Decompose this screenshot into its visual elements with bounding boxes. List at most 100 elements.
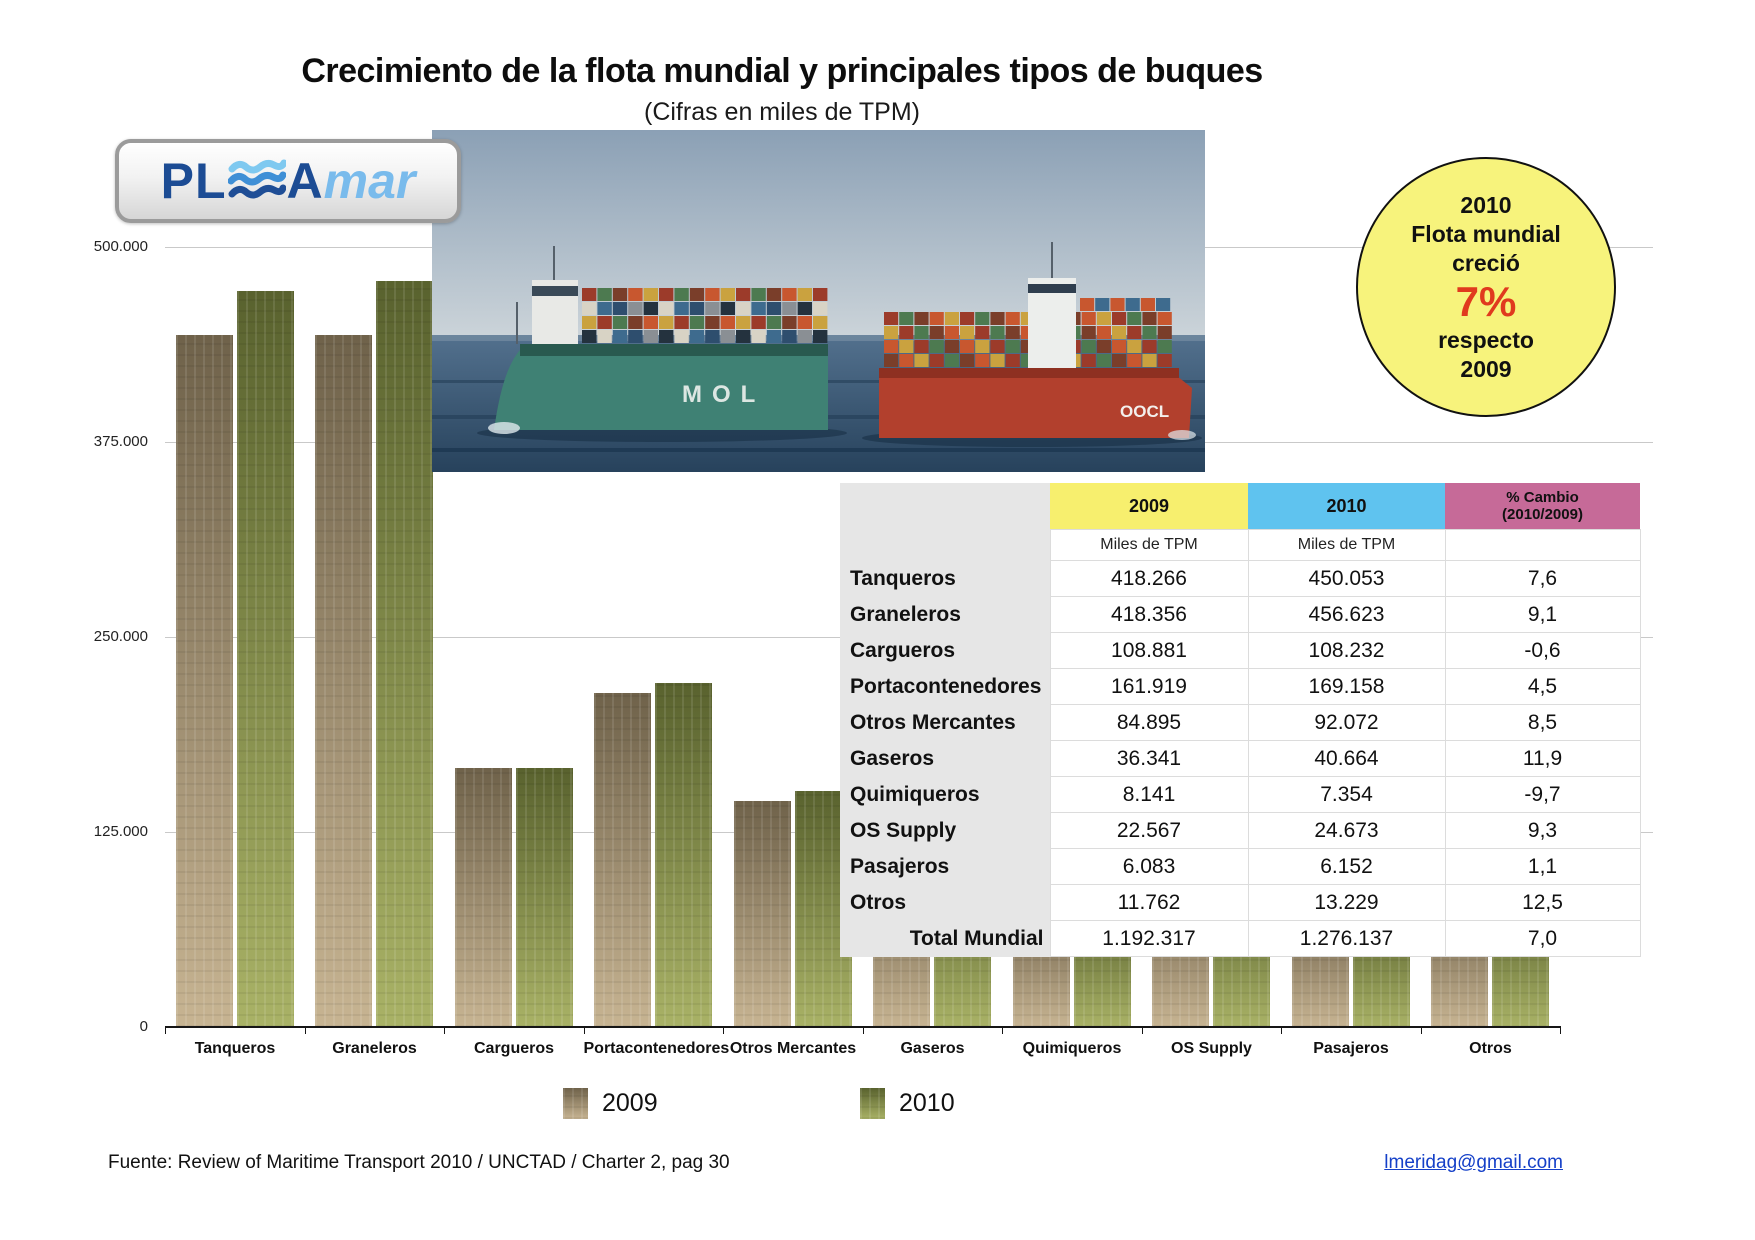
value-pct: 7,6 bbox=[1444, 560, 1641, 597]
x-axis-tick bbox=[862, 1028, 864, 1034]
y-axis-tick-label: 500.000 bbox=[93, 238, 148, 255]
fleet-table: 2009 2010% Cambio (2010/2009) Miles de TPM M… bbox=[840, 483, 1641, 957]
value-2010: 6.152 bbox=[1247, 848, 1446, 885]
container-ship-right: OOCL bbox=[862, 242, 1202, 447]
table-subheader-row: Miles de TPM Miles de TPM bbox=[840, 529, 1641, 561]
x-axis-tick bbox=[1281, 1028, 1282, 1034]
value-pct: 9,3 bbox=[1444, 812, 1641, 849]
legend-label: 2009 bbox=[602, 1089, 658, 1117]
value-2010: 108.232 bbox=[1247, 632, 1446, 669]
table-row: Cargueros 108.881 108.232 -0,6 bbox=[840, 632, 1641, 669]
value-pct: 11,9 bbox=[1444, 740, 1641, 777]
value-pct: -0,6 bbox=[1444, 632, 1641, 669]
ships-photo: MOL OOCL bbox=[432, 130, 1205, 472]
value-2010: 92.072 bbox=[1247, 704, 1446, 741]
x-axis-tick bbox=[304, 1028, 306, 1034]
x-label-graneleros: Graneleros bbox=[332, 1040, 417, 1057]
x-axis-tick bbox=[444, 1028, 445, 1034]
badge-text-1: Flota mundial bbox=[1411, 220, 1561, 247]
page-subtitle: (Cifras en miles de TPM) bbox=[644, 98, 920, 126]
bar-2009-portacontenedores bbox=[594, 693, 652, 1027]
value-pct: 9,1 bbox=[1444, 596, 1641, 633]
badge-year-top: 2010 bbox=[1460, 191, 1512, 218]
x-axis-tick bbox=[723, 1028, 724, 1034]
logo-text-pl: PL bbox=[160, 153, 227, 209]
bar-2010-portacontenedores bbox=[655, 683, 713, 1027]
y-axis-tick-label: 375.000 bbox=[93, 433, 148, 450]
value-2010: 7.354 bbox=[1247, 776, 1446, 813]
value-pct: 1,1 bbox=[1444, 848, 1641, 885]
bar-2009-otros-mercantes bbox=[733, 801, 791, 1027]
value-2010: 13.229 bbox=[1247, 884, 1446, 921]
x-axis-tick bbox=[583, 1028, 585, 1034]
bar-2010-graneleros bbox=[376, 281, 434, 1027]
table-header-pct: % Cambio (2010/2009) bbox=[1445, 483, 1640, 530]
x-label-otros-mercantes: Otros Mercantes bbox=[729, 1040, 857, 1057]
bar-2010-tanqueros bbox=[236, 291, 294, 1027]
value-2009: 418.266 bbox=[1049, 560, 1249, 597]
table-row: Tanqueros 418.266 450.053 7,6 bbox=[840, 560, 1641, 597]
x-axis-tick bbox=[1002, 1028, 1003, 1034]
table-row: Pasajeros 6.083 6.152 1,1 bbox=[840, 848, 1641, 885]
table-header-2010: 2010 bbox=[1248, 483, 1445, 530]
x-label-otros: Otros bbox=[1469, 1040, 1512, 1057]
x-axis-tick bbox=[165, 1028, 166, 1034]
table-total-row: Total Mundial 1.192.317 1.276.137 7,0 bbox=[840, 920, 1641, 957]
x-label-quimiqueros: Quimiqueros bbox=[1022, 1040, 1122, 1057]
total-pct: 7,0 bbox=[1444, 920, 1641, 957]
value-pct: -9,7 bbox=[1444, 776, 1641, 813]
legend-label: 2010 bbox=[899, 1089, 955, 1117]
x-axis-tick bbox=[1141, 1028, 1143, 1034]
table-header-row: 2009 2010% Cambio (2010/2009) bbox=[840, 483, 1640, 530]
subheader-units-2009: Miles de TPM bbox=[1049, 529, 1249, 561]
svg-text:OOCL: OOCL bbox=[1120, 402, 1169, 421]
table-row: Graneleros 418.356 456.623 9,1 bbox=[840, 596, 1641, 633]
x-label-cargueros: Cargueros bbox=[473, 1040, 555, 1057]
x-label-gaseros: Gaseros bbox=[900, 1040, 965, 1057]
svg-text:MOL: MOL bbox=[682, 381, 765, 408]
table-row: Portacontenedores 161.919 169.158 4,5 bbox=[840, 668, 1641, 705]
value-2009: 36.341 bbox=[1049, 740, 1249, 777]
row-label: Quimiqueros bbox=[840, 776, 1050, 813]
value-2009: 418.356 bbox=[1049, 596, 1249, 633]
value-pct: 4,5 bbox=[1444, 668, 1641, 705]
growth-badge: 2010 Flota mundial creció 7% respecto 20… bbox=[1356, 157, 1616, 417]
value-2009: 8.141 bbox=[1049, 776, 1249, 813]
x-axis-tick bbox=[1560, 1028, 1561, 1034]
total-2010: 1.276.137 bbox=[1247, 920, 1446, 957]
table-row: Gaseros 36.341 40.664 11,9 bbox=[840, 740, 1641, 777]
source-text: Fuente: Review of Maritime Transport 201… bbox=[108, 1152, 730, 1173]
row-label: Tanqueros bbox=[840, 560, 1050, 597]
value-pct: 12,5 bbox=[1444, 884, 1641, 921]
bar-2009-cargueros bbox=[454, 768, 512, 1027]
value-2009: 11.762 bbox=[1049, 884, 1249, 921]
value-2010: 456.623 bbox=[1247, 596, 1446, 633]
logo-text-a: A bbox=[286, 153, 324, 209]
value-2010: 24.673 bbox=[1247, 812, 1446, 849]
subheader-units-2010: Miles de TPM bbox=[1247, 529, 1446, 561]
badge-year-bottom: 2009 bbox=[1460, 355, 1512, 382]
value-2009: 108.881 bbox=[1049, 632, 1249, 669]
x-label-tanqueros: Tanqueros bbox=[194, 1040, 276, 1057]
logo-text-mar: mar bbox=[323, 153, 416, 209]
container-ship-left: MOL bbox=[477, 246, 847, 442]
total-label: Total Mundial bbox=[840, 920, 1050, 957]
x-axis-line bbox=[165, 1026, 1561, 1028]
legend-item-2010: 2010 bbox=[860, 1088, 955, 1119]
table-header-2009: 2009 bbox=[1050, 483, 1248, 530]
y-axis-tick-label: 0 bbox=[139, 1018, 148, 1035]
x-label-os-supply: OS Supply bbox=[1171, 1040, 1252, 1057]
badge-text-3: respecto bbox=[1438, 326, 1534, 353]
row-label: OS Supply bbox=[840, 812, 1050, 849]
badge-percent: 7% bbox=[1455, 277, 1517, 325]
x-label-pasajeros: Pasajeros bbox=[1313, 1040, 1389, 1057]
waves-icon bbox=[227, 159, 286, 199]
row-label: Pasajeros bbox=[840, 848, 1050, 885]
y-axis-tick-label: 125.000 bbox=[93, 823, 148, 840]
value-2009: 84.895 bbox=[1049, 704, 1249, 741]
value-2009: 22.567 bbox=[1049, 812, 1249, 849]
email-link[interactable]: lmeridag@gmail.com bbox=[1384, 1152, 1563, 1173]
value-2009: 161.919 bbox=[1049, 668, 1249, 705]
